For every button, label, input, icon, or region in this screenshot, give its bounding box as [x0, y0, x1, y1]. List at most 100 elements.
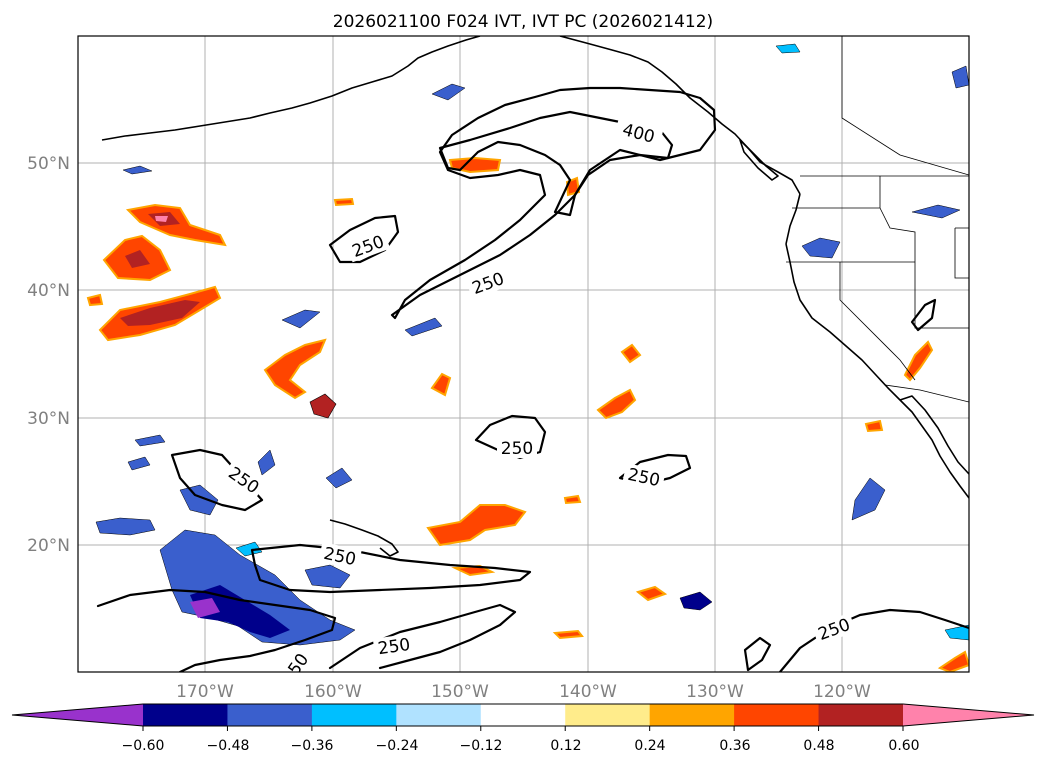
- positive-anomaly-patches: [86, 156, 969, 672]
- colorbar-cells: [12, 704, 1034, 726]
- neg-patch-45n-172w: [122, 165, 153, 175]
- negative-anomaly-patches: [95, 43, 969, 646]
- colorbar-label-7: 0.36: [719, 738, 750, 754]
- pos-patch-16n-133w: [635, 585, 668, 602]
- coast-british-columbia: [785, 193, 801, 245]
- neg-patch-30n-167w: [134, 434, 166, 447]
- colorbar-extend-left: [12, 704, 143, 726]
- lon-label-150w: 150°W: [431, 682, 489, 702]
- colorbar-label-5: 0.12: [550, 738, 581, 754]
- colorbar-cell-0: [143, 704, 228, 726]
- colorbar-cell-3: [396, 704, 482, 726]
- coast-alaska-gulf: [559, 36, 801, 195]
- pos-patch-42n-172w-core: [125, 250, 150, 268]
- contour-250-southeast-small: [743, 636, 772, 672]
- lon-label-130w: 130°W: [686, 682, 744, 702]
- neg-patch-21n-165w: [179, 484, 219, 516]
- neg-patch-northeast-corner: [951, 65, 969, 89]
- border-idaho: [879, 207, 916, 262]
- border-nevada-east: [914, 262, 969, 329]
- colorbar-extend-right: [903, 704, 1034, 726]
- contour-250-27n-167w: [170, 448, 264, 512]
- pos-patch-small-1: [333, 197, 355, 207]
- lon-label-140w: 140°W: [559, 682, 617, 702]
- contour-250-42n: [328, 214, 400, 264]
- colorbar-tick-labels: −0.60 −0.48 −0.36 −0.24 −0.12 0.12 0.24 …: [122, 738, 920, 754]
- neg-patch-oregon: [801, 237, 841, 259]
- lon-label-170w: 170°W: [176, 682, 234, 702]
- longitude-labels: 170°W 160°W 150°W 140°W 130°W 120°W: [176, 682, 871, 702]
- neg-patch-small-b: [775, 43, 801, 54]
- colorbar-cell-8: [818, 704, 904, 726]
- coast-alaska-aleutians: [101, 36, 481, 141]
- neg-patch-37n-160w: [281, 309, 321, 329]
- colorbar-label-3: −0.24: [376, 738, 419, 754]
- neg-patch-24n-158w: [325, 467, 353, 489]
- ivt-contours: [96, 86, 969, 672]
- colorbar-ticks: [142, 726, 904, 731]
- neg-patch-29n-170w: [127, 456, 151, 471]
- lon-label-160w: 160°W: [304, 682, 362, 702]
- coast-baja-gulf: [899, 395, 969, 475]
- contour-250-southwest: [96, 588, 337, 672]
- coast-vancouver-island: [739, 139, 779, 181]
- contour-250-southeast: [778, 608, 969, 672]
- colorbar-cell-6: [649, 704, 735, 726]
- lon-label-120w: 120°W: [813, 682, 871, 702]
- map-border: [77, 35, 970, 673]
- neg-patch-small-a: [235, 541, 263, 557]
- neg-patch-38n-148w: [404, 317, 443, 337]
- coast-hawaii: [329, 519, 399, 557]
- pos-patch-small-3: [86, 293, 104, 307]
- neg-patch-idaho: [911, 204, 961, 219]
- figure-title: 2026021100 F024 IVT, IVT PC (2026021412): [333, 12, 713, 32]
- coast-us-west: [785, 243, 969, 499]
- contour-label-250-28n: 250: [501, 439, 533, 459]
- pos-patch-45n-165w-peak: [155, 216, 168, 222]
- neg-patch-southwest-core: [190, 585, 290, 638]
- lat-label-40n: 40°N: [27, 281, 70, 301]
- contour-250-gulf: [390, 86, 717, 320]
- neg-patch-22n-118w: [851, 477, 886, 521]
- pos-patch-small-2: [563, 494, 582, 505]
- contour-250-west-coast: [910, 298, 937, 332]
- pos-patch-34n-162w: [263, 338, 327, 400]
- pos-patch-31n-160w: [309, 393, 337, 419]
- lat-label-30n: 30°N: [27, 409, 70, 429]
- lat-label-20n: 20°N: [27, 536, 70, 556]
- neg-patch-hawaii-west: [95, 517, 156, 536]
- pos-patch-28n-123w: [864, 419, 884, 433]
- border-nevada: [839, 262, 916, 381]
- colorbar-label-8: 0.48: [803, 738, 834, 754]
- pos-patch-nevada: [903, 340, 934, 382]
- colorbar-label-1: −0.48: [207, 738, 250, 754]
- pos-patch-13n-142w: [552, 629, 584, 640]
- pos-patch-southeast-corner: [937, 650, 969, 672]
- contour-250-southern-band: [250, 543, 532, 594]
- neg-patch-27n-165w: [257, 449, 276, 476]
- contour-label-250-12n: 250: [377, 635, 412, 659]
- neg-patch-18n-160w: [304, 564, 351, 589]
- neg-patch-15n-132w: [679, 591, 713, 611]
- colorbar-cell-4: [480, 704, 566, 726]
- map-area: 400 250 250 250 250 250 250 250 250 50: [77, 35, 970, 673]
- neg-patch-small-c: [944, 624, 969, 641]
- border-montana-box: [954, 227, 969, 279]
- colorbar-label-2: −0.36: [291, 738, 334, 754]
- pos-patch-31n-139w: [596, 388, 637, 420]
- lat-label-50n: 50°N: [27, 154, 70, 174]
- contour-250-south-center: [328, 603, 517, 670]
- colorbar-cell-1: [227, 704, 313, 726]
- colorbar-cell-7: [734, 704, 820, 726]
- colorbar-label-0: −0.60: [122, 738, 165, 754]
- colorbar-label-9: 0.60: [888, 738, 919, 754]
- colorbar-cell-2: [311, 704, 397, 726]
- pos-patch-39n-168w-core: [120, 300, 200, 326]
- colorbar-label-6: 0.24: [634, 738, 665, 754]
- colorbar-cell-5: [565, 704, 651, 726]
- neg-patch-57n-150w: [431, 83, 466, 101]
- border-canada-alaska: [841, 36, 969, 176]
- latitude-labels: 50°N 40°N 30°N 20°N: [27, 154, 70, 556]
- pos-patch-35n-137w: [620, 343, 642, 364]
